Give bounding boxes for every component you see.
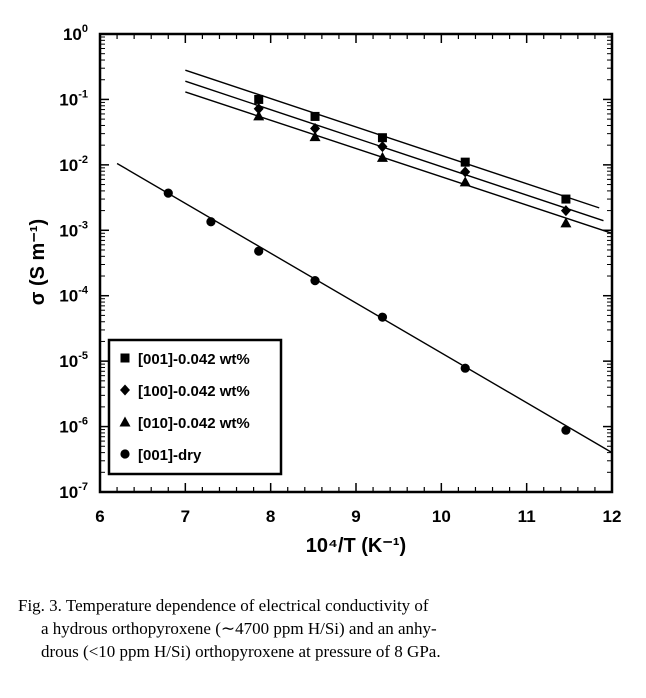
figure-caption: Fig. 3. Temperature dependence of electr…: [18, 594, 630, 663]
caption-line-2: a hydrous orthopyroxene (∼4700 ppm H/Si)…: [41, 619, 437, 638]
data-point-square: [310, 111, 320, 121]
x-tick-label: 12: [603, 507, 622, 526]
data-point-circle: [206, 217, 216, 227]
x-tick-labels: 6 7 8 9 10 11 12: [95, 507, 621, 526]
legend-label-001-hydrous: [001]-0.042 wt%: [138, 351, 250, 368]
fit-line-circle: [116, 162, 613, 454]
legend-label-001-dry: [001]-dry: [138, 447, 202, 464]
x-tick-label: 7: [181, 507, 190, 526]
data-point-triangle: [560, 217, 572, 228]
legend-box: [107, 338, 283, 476]
data-point-diamond: [560, 205, 571, 217]
caption-line-3: drous (<10 ppm H/Si) orthopyroxene at pr…: [41, 642, 441, 661]
data-point-triangle: [459, 176, 471, 187]
y-axis-label: σ (S m⁻¹): [27, 219, 49, 305]
caption-line-1: Fig. 3. Temperature dependence of electr…: [18, 596, 429, 615]
legend: [001]-0.042 wt% [100]-0.042 wt% [010]-0.…: [107, 338, 283, 476]
y-tick-labels: 100 10-1 10-2 10-3 10-4 10-5 10-6 10-7: [59, 23, 89, 502]
data-markers: [163, 94, 572, 435]
data-point-square: [561, 194, 571, 204]
data-point-circle: [254, 246, 264, 256]
x-tick-label: 11: [518, 507, 536, 526]
data-point-triangle: [309, 131, 321, 142]
data-point-diamond: [310, 122, 321, 134]
data-point-triangle: [253, 110, 265, 121]
conductivity-chart: 6 7 8 9 10 11 12 10010-110-210-310-410-510-610…: [27, 23, 621, 557]
data-point-circle: [310, 276, 320, 286]
legend-label-100-hydrous: [100]-0.042 wt%: [138, 383, 250, 400]
y-tick-label: 10-5: [59, 350, 88, 371]
data-point-triangle: [376, 151, 388, 162]
legend-diamond-marker: [120, 384, 130, 396]
y-tick-label: 10-4: [59, 285, 89, 306]
x-tick-label: 10: [432, 507, 451, 526]
legend-circle-marker: [120, 449, 130, 459]
fit-line-diamond: [185, 80, 604, 222]
data-point-square: [377, 133, 387, 143]
y-tick-label: 100: [63, 23, 88, 44]
legend-triangle-marker: [119, 416, 131, 427]
y-tick-label: 10-3: [59, 219, 88, 240]
data-point-circle: [163, 188, 173, 198]
legend-square-marker: [120, 353, 130, 363]
legend-markers: [119, 353, 131, 459]
axis-ticks: [99, 33, 613, 493]
legend-label-010-hydrous: [010]-0.042 wt%: [138, 415, 250, 432]
fit-line-triangle: [185, 91, 613, 234]
data-point-circle: [561, 425, 571, 435]
data-point-square: [460, 157, 470, 167]
x-axis-label: 10⁴/T (K⁻¹): [306, 535, 406, 557]
data-point-circle: [377, 312, 388, 322]
x-tick-label: 8: [266, 507, 275, 526]
data-point-diamond: [377, 141, 388, 153]
y-tick-label: 10-1: [59, 88, 88, 109]
data-point-square: [254, 94, 264, 104]
y-tick-label: 10-7: [59, 481, 88, 502]
data-point-circle: [460, 363, 470, 373]
data-point-diamond: [460, 166, 471, 178]
data-point-diamond: [253, 103, 264, 115]
y-tick-label: 10-2: [59, 154, 88, 175]
x-tick-label: 9: [351, 507, 360, 526]
x-tick-label: 6: [95, 507, 104, 526]
y-tick-label: 10-6: [59, 416, 88, 437]
fit-line-square: [185, 69, 600, 209]
